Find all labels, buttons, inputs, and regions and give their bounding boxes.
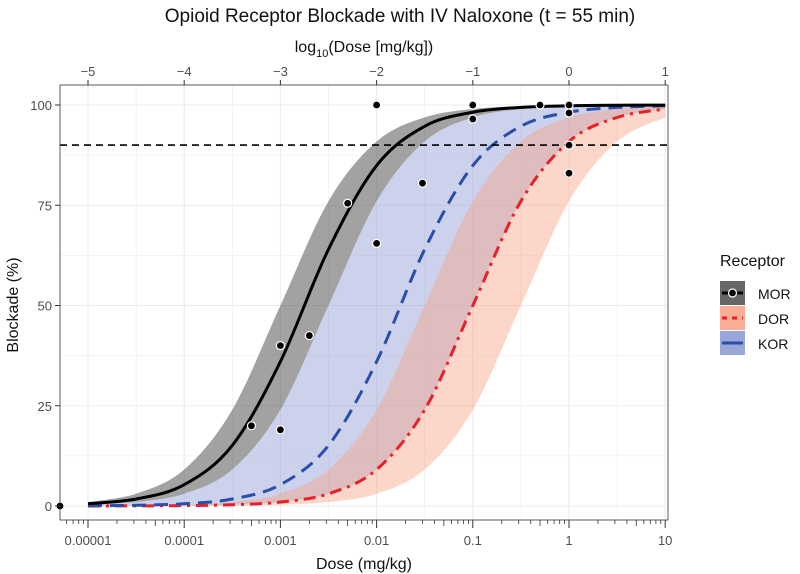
top-axis-title: log10(Dose [mg/kg]) xyxy=(295,39,434,60)
data-point xyxy=(372,238,382,248)
chart-title: Opioid Receptor Blockade with IV Naloxon… xyxy=(165,6,635,27)
y-tick-label: 25 xyxy=(38,399,52,414)
legend-label-dor: DOR xyxy=(758,311,789,327)
x-tick-label: 0.0001 xyxy=(164,533,204,548)
legend-label-mor: MOR xyxy=(758,286,791,302)
legend-label-kor: KOR xyxy=(758,336,788,352)
top-x-tick-label: 0 xyxy=(565,64,572,79)
x-tick-label: 0.00001 xyxy=(65,533,112,548)
data-point xyxy=(246,421,257,431)
y-tick-label: 0 xyxy=(45,499,52,514)
band-dor xyxy=(88,106,666,506)
axes: 0.00001 0.0001 0.001 0.01 0.1 1 10−5 −4 −3 −2 −1 0 1… xyxy=(30,64,672,548)
panel-border xyxy=(59,84,669,521)
top-x-tick-label: 1 xyxy=(662,64,669,79)
data-point xyxy=(564,100,574,110)
top-x-tick-label: −1 xyxy=(465,64,480,79)
data-point xyxy=(564,168,574,178)
data-point xyxy=(275,425,285,435)
data-points xyxy=(55,100,574,511)
data-point xyxy=(304,330,314,341)
legend: Receptor MOR DOR KOR xyxy=(720,253,791,355)
x-tick-label: 0.1 xyxy=(464,533,482,548)
data-point xyxy=(468,100,478,110)
x-axis-title: Dose (mg/kg) xyxy=(316,556,412,573)
top-x-tick-label: −5 xyxy=(81,64,96,79)
legend-point-mor xyxy=(727,288,738,298)
data-point xyxy=(343,198,353,208)
data-point xyxy=(564,140,574,150)
legend-title: Receptor xyxy=(720,253,786,270)
x-tick-label: 0.01 xyxy=(364,533,389,548)
data-point xyxy=(535,100,545,110)
data-point xyxy=(468,114,478,124)
y-axis-title: Blockade (%) xyxy=(5,257,22,352)
band-kor xyxy=(88,105,666,506)
data-point xyxy=(275,341,285,351)
x-tick-label: 10 xyxy=(658,533,672,548)
x-tick-label: 1 xyxy=(565,533,572,548)
data-point xyxy=(564,108,574,118)
top-x-tick-label: −3 xyxy=(273,64,288,79)
y-tick-label: 75 xyxy=(38,198,52,213)
top-x-tick-label: −2 xyxy=(369,64,384,79)
top-x-tick-label: −4 xyxy=(177,64,192,79)
data-point xyxy=(417,178,428,188)
confidence-bands xyxy=(88,105,666,506)
data-point xyxy=(372,100,382,110)
x-tick-label: 0.001 xyxy=(264,533,297,548)
band-mor xyxy=(88,105,666,505)
y-tick-label: 50 xyxy=(38,299,52,314)
y-tick-label: 100 xyxy=(30,98,52,113)
